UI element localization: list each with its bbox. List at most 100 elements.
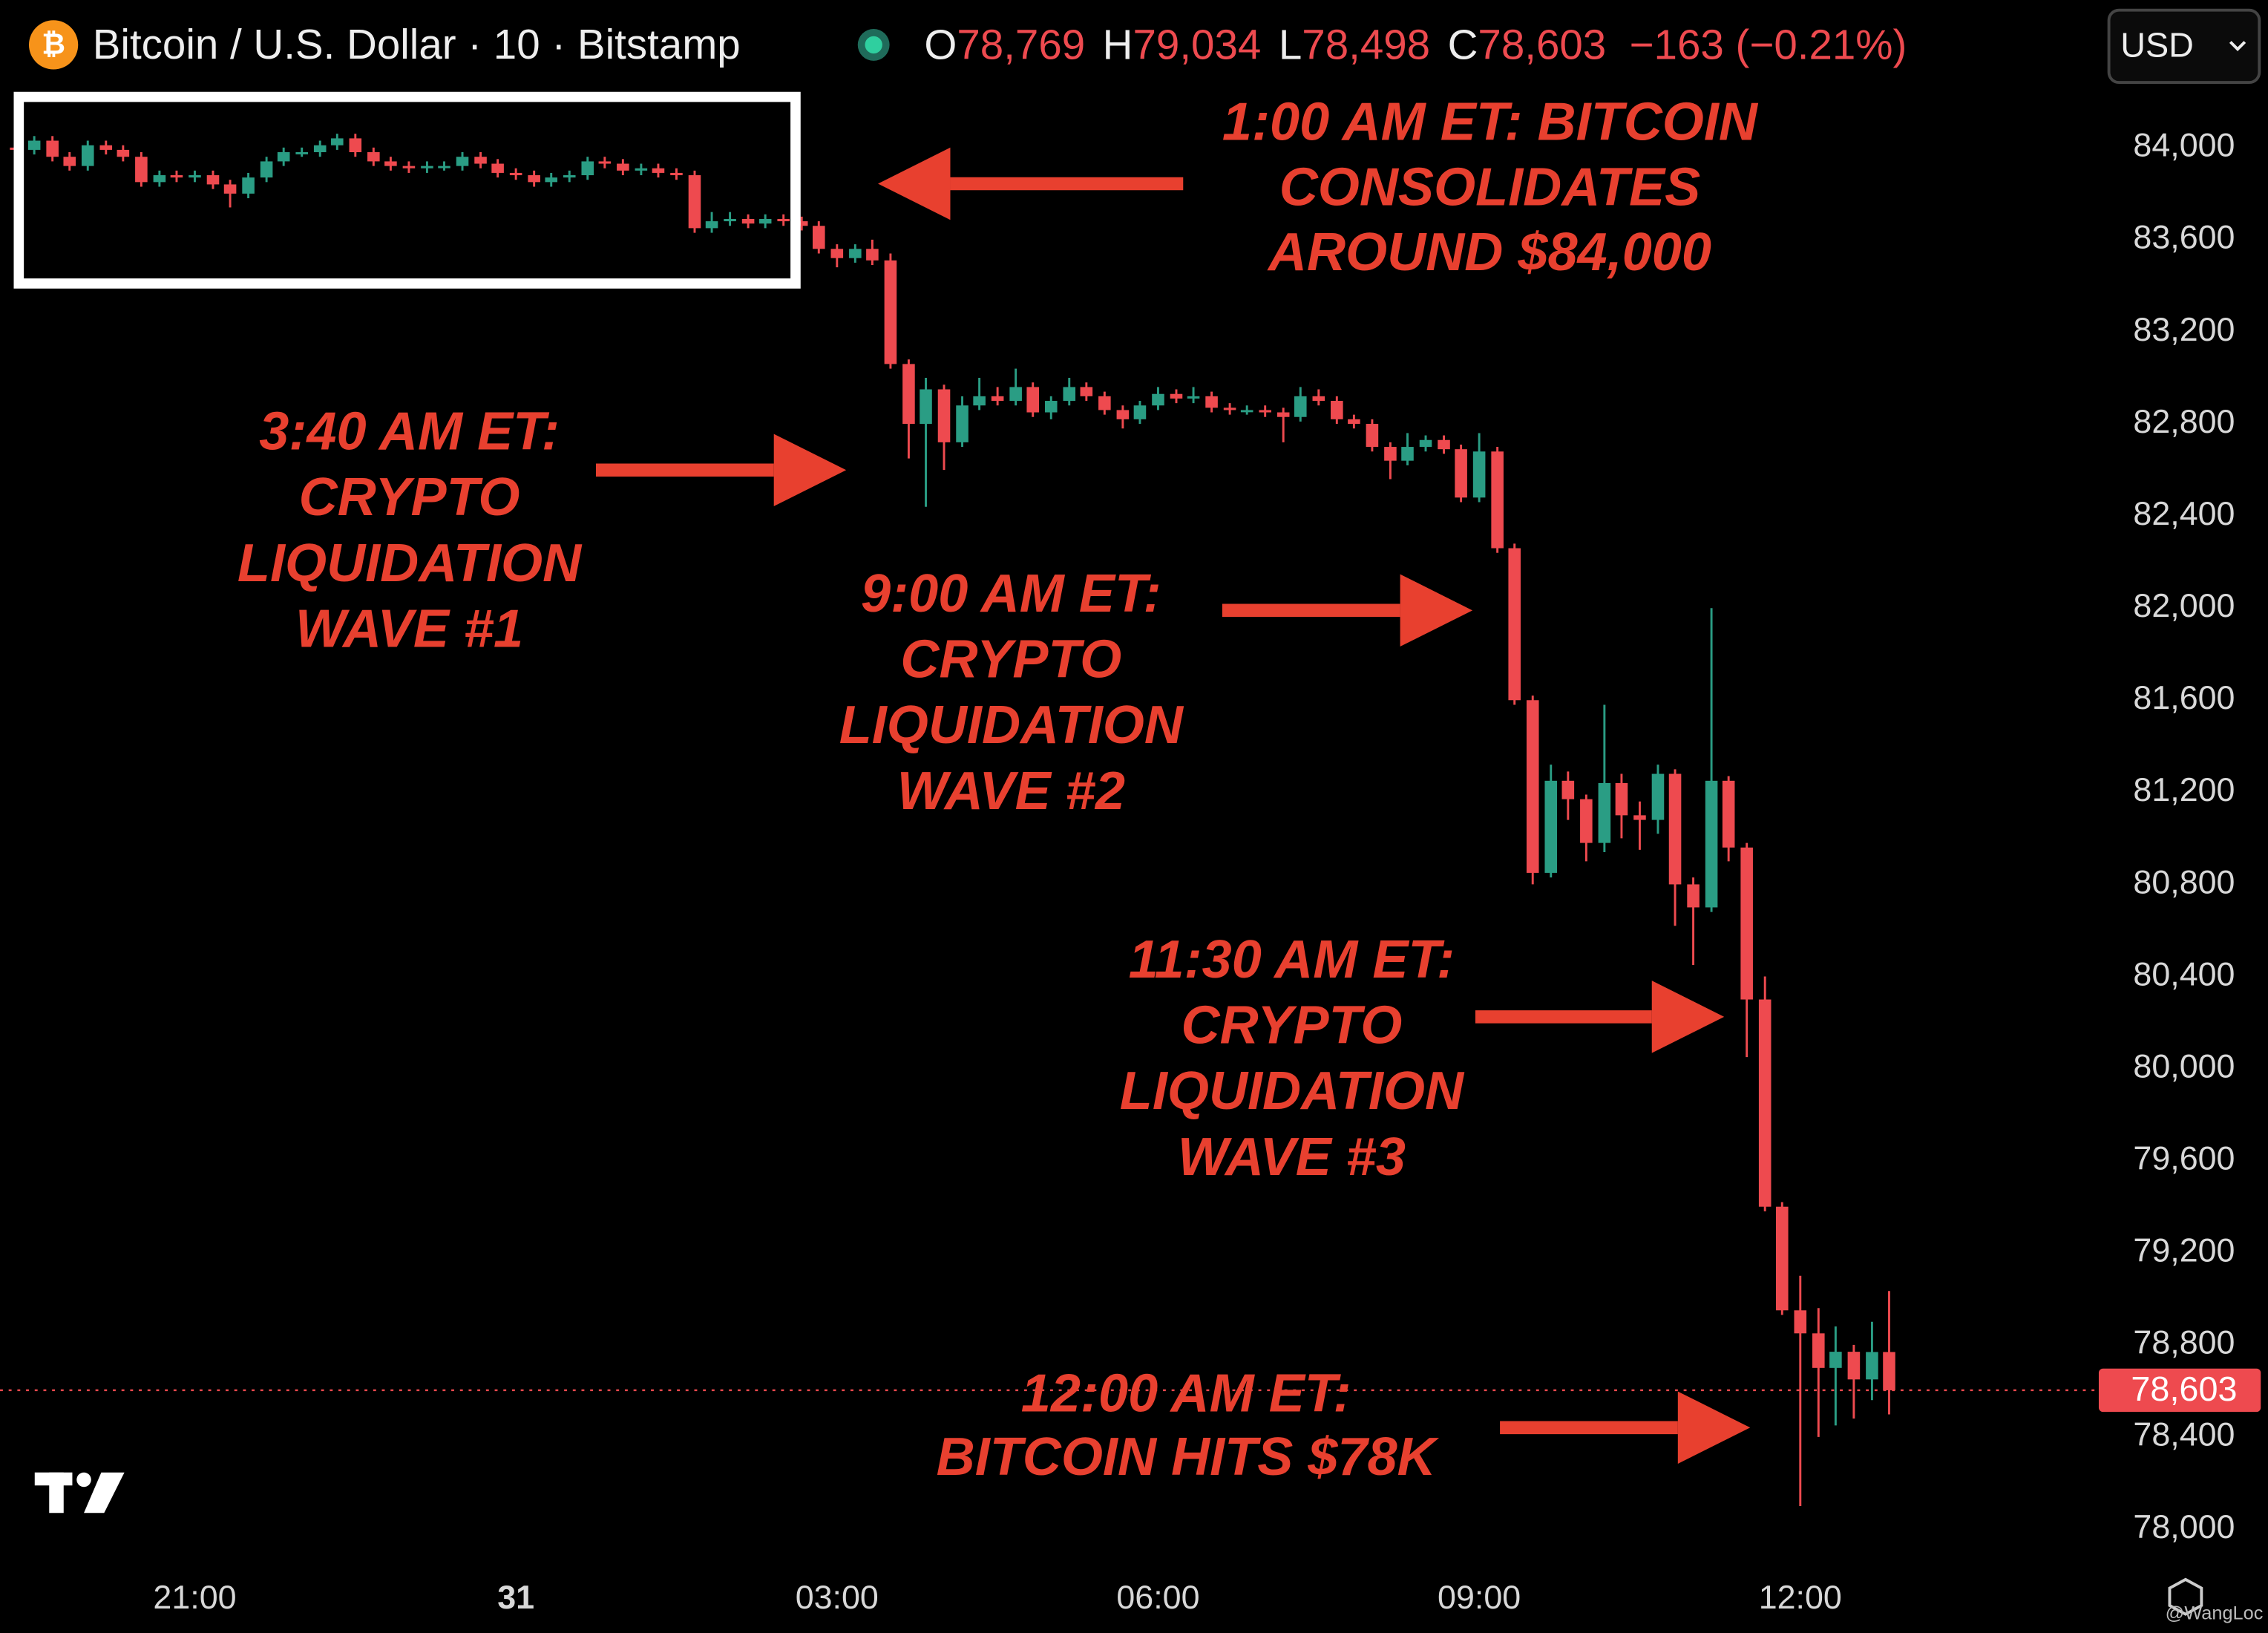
candle-body [688, 175, 701, 229]
candle-body [1294, 396, 1307, 417]
annotation-text: CONSOLIDATES [1279, 157, 1700, 217]
candle-body [331, 138, 344, 145]
y-tick-label: 79,200 [2133, 1232, 2235, 1269]
dropdown-icon[interactable] [2229, 41, 2246, 52]
y-tick-label: 80,000 [2133, 1047, 2235, 1084]
candle-body [223, 184, 237, 194]
candle-body [635, 168, 648, 171]
y-tick-label: 81,600 [2133, 679, 2235, 716]
arrow-head [1400, 574, 1473, 647]
header-ohlc: O78,769 H79,034 L78,498 C78,603 −163 (−0… [924, 21, 1907, 68]
candle-body [1312, 396, 1325, 402]
x-tick-label: 12:00 [1759, 1579, 1842, 1616]
settings-icon[interactable] [2168, 1577, 2203, 1616]
candle-body [509, 172, 522, 176]
annotation-text: AROUND $84,000 [1267, 223, 1711, 282]
candle-body [1491, 451, 1504, 549]
y-tick-label: 78,000 [2133, 1508, 2235, 1545]
candle-body [1508, 548, 1521, 701]
status-dot [865, 36, 882, 54]
candle-body [1829, 1352, 1842, 1368]
ohlc-key: H [1103, 21, 1133, 68]
candle-body [902, 364, 915, 425]
candle-body [1847, 1352, 1861, 1380]
annotation-text: LIQUIDATION [1120, 1061, 1465, 1121]
candle-body [367, 152, 380, 162]
candle-body [1170, 393, 1183, 399]
arrow-head [773, 433, 847, 507]
candle-body [1544, 780, 1558, 873]
candle-body [937, 389, 951, 442]
candle-body [242, 177, 255, 194]
candle-body [27, 140, 41, 150]
ohlc-key: L [1279, 21, 1302, 68]
candle-body [705, 221, 718, 229]
arrow-head [1677, 1391, 1751, 1465]
candle-body [1080, 387, 1093, 396]
candle-body [1133, 405, 1147, 419]
candle-body [1240, 410, 1253, 413]
annotation-text: WAVE #1 [295, 600, 523, 659]
watermark: @WangLoc [2166, 1603, 2264, 1623]
candle-body [1276, 412, 1290, 417]
candle-body [1009, 387, 1022, 402]
currency-label[interactable]: USD [2120, 26, 2194, 65]
x-tick-label: 03:00 [796, 1579, 879, 1616]
candle-body [117, 149, 130, 157]
logo-part [76, 1472, 91, 1488]
candle-body [1223, 408, 1236, 410]
candles [10, 134, 1895, 1506]
candle-body [1026, 387, 1040, 413]
candle-body [206, 175, 220, 185]
candle-body [189, 175, 201, 178]
annotation-text: BITCOIN HITS $78K [937, 1427, 1440, 1487]
candle-body [1259, 410, 1271, 413]
y-tick-label: 82,000 [2133, 587, 2235, 624]
candle-body [1775, 1206, 1789, 1311]
candle-body [866, 249, 879, 261]
y-tick-label: 80,800 [2133, 863, 2235, 900]
annotation-text: WAVE #3 [1178, 1128, 1406, 1187]
logo-part [49, 1472, 64, 1513]
candle-body [1633, 815, 1646, 820]
annotation-text: LIQUIDATION [839, 696, 1184, 755]
currency-button[interactable] [2107, 8, 2261, 85]
candle-body [456, 157, 469, 166]
candle-body [402, 166, 416, 168]
candle-body [135, 157, 148, 183]
candle-body [563, 175, 576, 178]
candle-body [277, 152, 290, 162]
candle-body [830, 249, 844, 258]
candle-body [1438, 439, 1450, 450]
candle-body [170, 175, 183, 178]
candle-body [438, 166, 450, 168]
candle-body [1740, 847, 1753, 1000]
candle-body [598, 161, 612, 164]
candle-body [1615, 782, 1628, 816]
annotation-text: 3:40 AM ET: [259, 402, 560, 462]
candle-body [1455, 449, 1467, 498]
candle-body [545, 177, 558, 183]
candle-body [1366, 424, 1379, 448]
candle-body [741, 218, 755, 224]
coin-symbol: ₿ [42, 29, 65, 61]
candle-body [153, 175, 166, 183]
candle-body [813, 226, 825, 249]
candle-body [920, 389, 932, 425]
candle-body [1152, 393, 1164, 406]
candle-body [1722, 780, 1735, 848]
candle-body [1044, 401, 1058, 413]
candle-body [1651, 773, 1665, 820]
candle-body [313, 145, 327, 153]
candle-body [63, 157, 76, 166]
annotation-text: CRYPTO [299, 468, 520, 527]
ohlc-value: 78,603 [1478, 21, 1606, 68]
ohlc-key: O [924, 21, 957, 68]
candle-body [1331, 401, 1343, 419]
candle-body [1883, 1352, 1895, 1390]
candle-body [384, 161, 397, 166]
candle-body [81, 145, 94, 166]
candle-body [1098, 396, 1111, 410]
